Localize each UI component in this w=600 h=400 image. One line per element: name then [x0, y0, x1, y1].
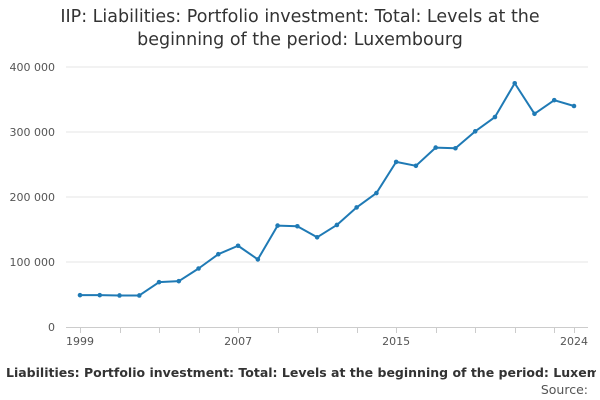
data-point [413, 163, 419, 169]
y-tick-label: 300 000 [10, 126, 56, 139]
data-point [512, 80, 518, 86]
data-point [492, 114, 498, 120]
data-point [117, 293, 122, 298]
data-point [472, 129, 478, 134]
x-tick-label: 2015 [382, 335, 410, 348]
chart-title-line-2: beginning of the period: Luxembourg [137, 30, 463, 50]
y-tick-label: 400 000 [10, 61, 56, 74]
data-point [97, 292, 103, 298]
series-line [79, 82, 575, 297]
data-point [532, 111, 537, 117]
data-point [433, 145, 438, 150]
data-point [255, 257, 261, 262]
data-point [314, 235, 320, 240]
chart-title: IIP: Liabilities: Portfolio investment: … [0, 6, 600, 52]
y-tick-label: 100 000 [10, 256, 56, 269]
data-point [551, 97, 557, 103]
chart-title-line-1: IIP: Liabilities: Portfolio investment: … [60, 7, 540, 27]
data-point [393, 159, 399, 165]
x-tick-label: 2024 [560, 335, 588, 348]
data-point [136, 293, 142, 298]
data-point [235, 243, 241, 249]
data-point [295, 223, 300, 229]
data-point [196, 266, 201, 271]
y-tick-label: 0 [48, 321, 55, 334]
x-tick-label: 1999 [66, 335, 94, 348]
x-tick-label: 2007 [224, 335, 252, 348]
legend-label: Liabilities: Portfolio investment: Total… [6, 365, 596, 380]
data-point [77, 292, 83, 298]
source-label: Source: [540, 382, 588, 397]
data-point [176, 278, 182, 284]
data-point [275, 223, 280, 228]
data-point [374, 190, 379, 196]
data-point [156, 279, 162, 285]
y-tick-label: 200 000 [10, 191, 56, 204]
data-point [354, 205, 359, 210]
data-point [571, 103, 577, 109]
data-point [216, 251, 221, 257]
data-point [453, 145, 458, 151]
data-point [334, 222, 340, 228]
